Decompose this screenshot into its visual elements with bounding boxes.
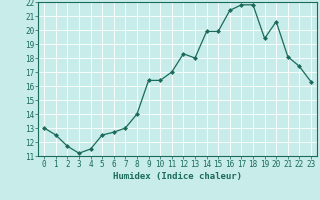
X-axis label: Humidex (Indice chaleur): Humidex (Indice chaleur) bbox=[113, 172, 242, 181]
